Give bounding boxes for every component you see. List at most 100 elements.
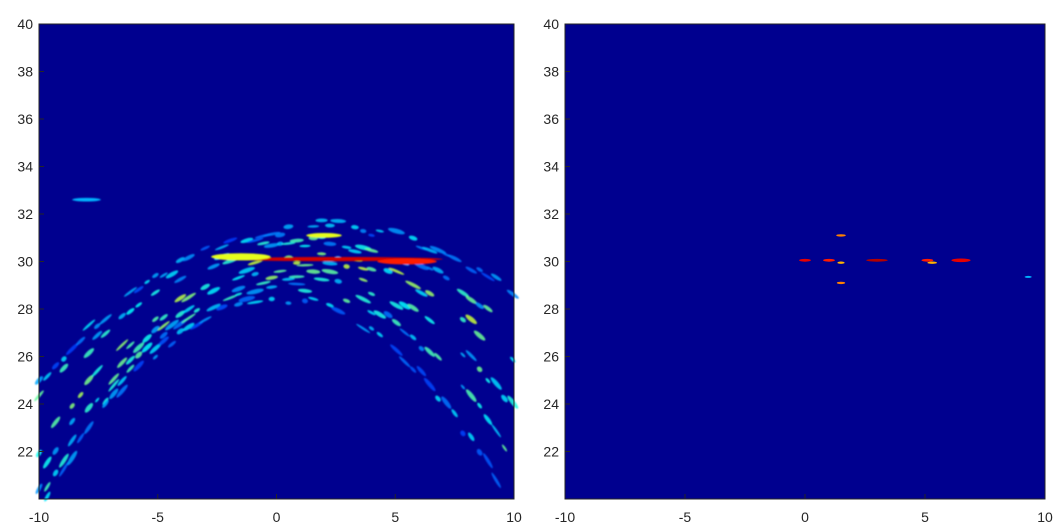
heatmap-streak <box>501 444 508 452</box>
heatmap-streak <box>59 363 69 373</box>
heatmap-streak <box>491 472 501 488</box>
heatmap-streak <box>447 254 462 263</box>
heatmap-streak <box>232 275 245 281</box>
heatmap-streak <box>152 316 159 323</box>
heatmap-streak <box>223 237 238 244</box>
heatmap-streak <box>425 266 434 271</box>
heatmap-hotspot <box>836 234 846 237</box>
x-tick-label: 5 <box>921 509 929 525</box>
heatmap-streak <box>165 270 179 279</box>
heatmap-streak <box>200 245 210 251</box>
heatmap-streak <box>485 378 491 384</box>
heatmap-streak <box>214 244 229 251</box>
y-tick-label: 32 <box>17 206 33 222</box>
heatmap-streak <box>367 310 376 316</box>
x-tick-label: -10 <box>29 509 49 525</box>
heatmap-streak <box>285 301 292 305</box>
heatmap-streak <box>306 269 321 274</box>
heatmap-streak <box>176 328 184 335</box>
heatmap-hotspot <box>927 261 937 264</box>
heatmap-streak <box>405 280 421 290</box>
x-tick-label: 0 <box>801 509 809 525</box>
heatmap-streak <box>43 372 52 381</box>
heatmap-streak <box>117 375 127 387</box>
heatmap-streak <box>200 283 210 291</box>
heatmap-streak <box>125 355 135 365</box>
heatmap-streak <box>238 266 255 274</box>
heatmap-streak <box>476 448 483 456</box>
y-tick-label: 24 <box>17 396 33 412</box>
y-tick-label: 22 <box>17 444 33 460</box>
heatmap-streak <box>69 403 75 409</box>
heatmap-streak <box>330 218 347 224</box>
heatmap-streak <box>175 257 185 264</box>
heatmap-streak <box>283 224 294 230</box>
heatmap-streak <box>198 316 212 324</box>
x-axis-right: -10 -5 0 5 10 <box>555 494 1053 525</box>
heatmap-streak <box>501 394 508 403</box>
heatmap-streak <box>84 402 94 413</box>
heatmap-streak <box>142 334 152 343</box>
heatmap-streak <box>360 228 367 234</box>
heatmap-streak <box>467 432 475 442</box>
heatmap-streak <box>67 450 78 466</box>
heatmap-streak <box>175 310 186 318</box>
heatmap-streak <box>182 322 195 332</box>
plot-area-left <box>39 24 514 499</box>
heatmap-streak <box>84 374 94 386</box>
heatmap-streak <box>307 225 320 228</box>
heatmap-streak <box>387 227 405 235</box>
heatmap-streak <box>483 414 493 426</box>
heatmap-streak <box>274 232 286 238</box>
heatmap-streak <box>83 348 95 359</box>
heatmap-streak <box>141 342 153 353</box>
heatmap-streak <box>50 416 61 429</box>
heatmap-streak <box>451 409 458 418</box>
heatmap-streak <box>59 453 69 468</box>
heatmap-streak <box>476 366 483 373</box>
heatmap-streak <box>441 396 452 409</box>
heatmap-streak <box>144 279 150 285</box>
heatmap-streak <box>216 304 228 311</box>
heatmap-streak <box>409 366 417 373</box>
y-tick-label: 38 <box>543 64 559 80</box>
x-tick-label: -5 <box>679 509 692 525</box>
heatmap-streak <box>465 314 477 325</box>
y-tick-label: 28 <box>543 301 559 317</box>
heatmap-streak <box>348 249 362 254</box>
heatmap-streak <box>424 346 435 357</box>
heatmap-streak <box>388 267 405 275</box>
heatmap-streak <box>151 325 160 334</box>
heatmap-streak <box>231 285 246 293</box>
heatmap-streak <box>368 326 375 331</box>
heatmap-panel-right: 22 24 26 28 30 32 34 36 38 40 -10 -5 0 5 10 <box>543 16 1053 525</box>
heatmap-streak <box>375 229 384 233</box>
heatmap-streak <box>299 244 311 248</box>
heatmap-streak <box>69 417 76 426</box>
heatmap-hotspot <box>837 261 845 264</box>
heatmap-streak <box>313 277 330 282</box>
heatmap-marks-right <box>799 234 1032 285</box>
heatmap-streak <box>376 331 383 338</box>
heatmap-streak <box>399 356 411 368</box>
y-tick-label: 38 <box>17 64 33 80</box>
heatmap-streak <box>207 286 221 295</box>
heatmap-streak <box>246 237 264 243</box>
heatmap-streak <box>262 231 281 237</box>
heatmap-streak <box>182 305 195 314</box>
heatmap-streak <box>116 384 128 398</box>
heatmap-streak <box>407 303 419 312</box>
heatmap-streak <box>118 312 126 320</box>
heatmap-streak <box>308 296 319 301</box>
heatmap-streak <box>43 456 52 469</box>
heatmap-streak <box>159 331 168 339</box>
heatmap-streak <box>475 302 484 309</box>
heatmap-streak <box>117 357 128 368</box>
heatmap-streak <box>408 235 418 241</box>
y-tick-label: 26 <box>543 349 559 365</box>
heatmap-hotspot <box>866 258 888 262</box>
heatmap-streak <box>102 399 109 408</box>
heatmap-hotspot <box>951 258 971 263</box>
heatmap-streak <box>257 241 270 246</box>
